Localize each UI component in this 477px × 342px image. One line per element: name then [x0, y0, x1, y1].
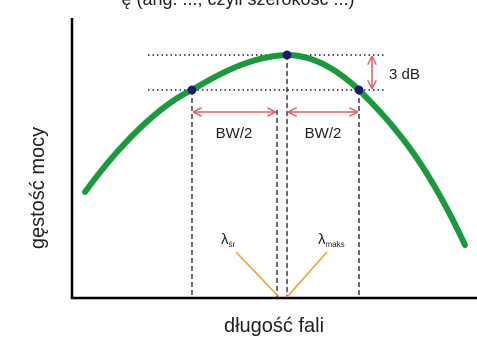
spectrum-curve	[82, 51, 468, 248]
header-cut-text: ę (ang. ..., czyli szerokość ...)	[121, 0, 354, 9]
lambda-maks-pointer	[286, 251, 328, 298]
lambda-sr-pointer	[235, 251, 280, 298]
bw-left-label: BW/2	[216, 125, 253, 142]
left-half-power-point	[187, 85, 197, 95]
bw-right-label: BW/2	[305, 125, 342, 142]
x-axis-label: długość fali	[224, 315, 324, 337]
db-label: 3 dB	[389, 66, 420, 83]
right-half-power-point	[354, 85, 364, 95]
y-axis-label: gęstość mocy	[27, 127, 49, 249]
peak-point	[282, 50, 292, 60]
lambda-sr-label: λśr	[221, 231, 236, 249]
lambda-maks-label: λmaks	[318, 231, 345, 249]
